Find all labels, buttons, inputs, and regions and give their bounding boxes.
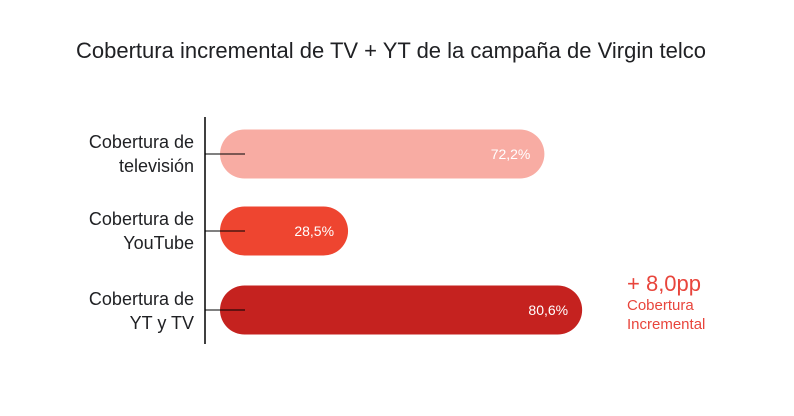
- chart-title: Cobertura incremental de TV + YT de la c…: [76, 38, 707, 63]
- value-label-yt-tv: 80,6%: [528, 302, 568, 318]
- category-label-youtube: Cobertura de YouTube: [88, 209, 194, 253]
- value-label-tv: 72,2%: [491, 146, 531, 162]
- annotation-line1: Cobertura: [627, 297, 694, 314]
- bars-layer: 72,2% 28,5% 80,6%: [205, 129, 583, 335]
- category-label-tv: Cobertura de televisión: [88, 132, 194, 176]
- bar-tv: [220, 129, 545, 179]
- bar-yt-tv: [220, 285, 583, 335]
- value-label-youtube: 28,5%: [294, 223, 334, 239]
- incremental-annotation: + 8,0pp Cobertura Incremental: [627, 272, 705, 334]
- category-label-yt-tv: Cobertura de YT y TV: [88, 289, 194, 333]
- annotation-line2: Incremental: [627, 316, 706, 333]
- bar-youtube: [220, 206, 349, 256]
- annotation-value: + 8,0pp: [627, 271, 702, 296]
